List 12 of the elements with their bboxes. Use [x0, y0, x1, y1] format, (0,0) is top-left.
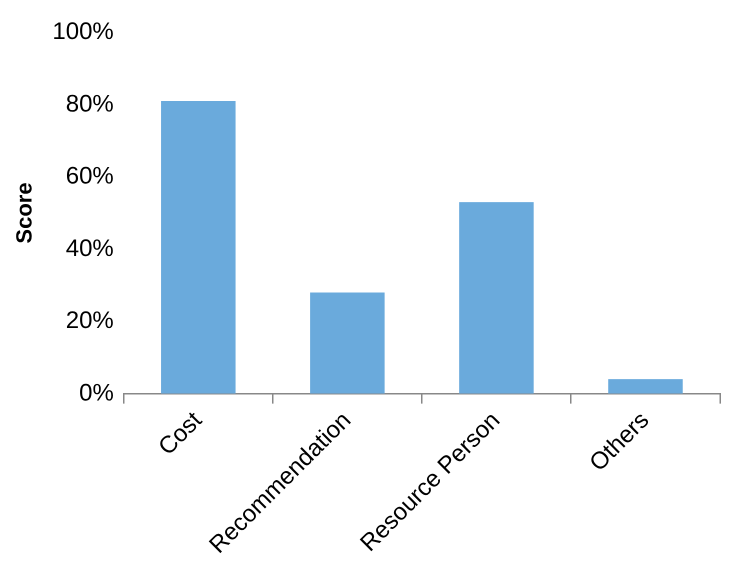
bar	[459, 202, 534, 394]
bar	[608, 379, 683, 394]
bar	[310, 292, 385, 394]
bar	[161, 101, 236, 394]
y-tick-label: 40%	[66, 234, 114, 262]
y-tick-label: 100%	[52, 18, 114, 46]
y-axis-title: Score	[11, 182, 36, 244]
y-tick-label: 80%	[66, 90, 114, 118]
y-tick-label: 20%	[66, 307, 114, 334]
y-tick-label: 0%	[79, 379, 114, 406]
y-tick-label: 60%	[66, 162, 114, 190]
x-tick-label: Cost	[153, 406, 208, 461]
